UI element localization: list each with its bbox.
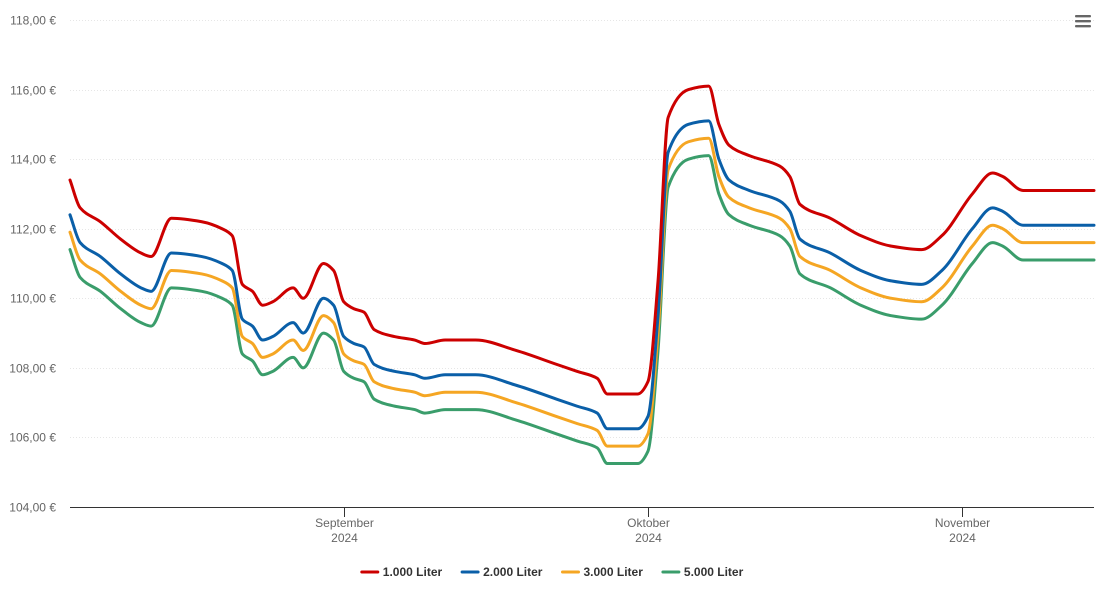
legend-item[interactable]: 5.000 Liter (661, 565, 744, 579)
y-tick-label: 110,00 € (10, 292, 56, 306)
plot-area (68, 84, 1096, 466)
legend-item[interactable]: 3.000 Liter (561, 565, 644, 579)
x-tick-label: September (315, 516, 374, 530)
y-axis: 104,00 € 106,00 € 108,00 € 110,00 € 112,00 €… (9, 14, 56, 515)
hamburger-menu-icon[interactable] (1071, 11, 1095, 33)
y-tick-label: 118,00 € (10, 14, 56, 28)
x-tick-year-label: 2024 (949, 531, 976, 545)
legend-item[interactable]: 1.000 Liter (360, 565, 443, 579)
series-line (68, 119, 1096, 431)
y-tick-label: 106,00 € (9, 431, 56, 445)
legend-label: 3.000 Liter (584, 565, 644, 579)
legend-item[interactable]: 2.000 Liter (460, 565, 543, 579)
series-line (68, 154, 1096, 466)
series-line (68, 136, 1096, 448)
series-line (68, 84, 1096, 396)
y-tick-label: 108,00 € (9, 362, 56, 376)
y-tick-label: 114,00 € (10, 153, 56, 167)
x-tick-year-label: 2024 (331, 531, 358, 545)
y-tick-label: 104,00 € (9, 501, 56, 515)
x-tick-label: November (935, 516, 990, 530)
legend[interactable]: 1.000 Liter 2.000 Liter 3.000 Liter 5.000 L… (360, 565, 744, 579)
legend-label: 1.000 Liter (383, 565, 443, 579)
y-tick-label: 112,00 € (10, 223, 56, 237)
x-tick-year-label: 2024 (635, 531, 662, 545)
x-tick-label: Oktober (627, 516, 670, 530)
legend-label: 5.000 Liter (684, 565, 744, 579)
legend-label: 2.000 Liter (483, 565, 543, 579)
y-tick-label: 116,00 € (10, 84, 56, 98)
